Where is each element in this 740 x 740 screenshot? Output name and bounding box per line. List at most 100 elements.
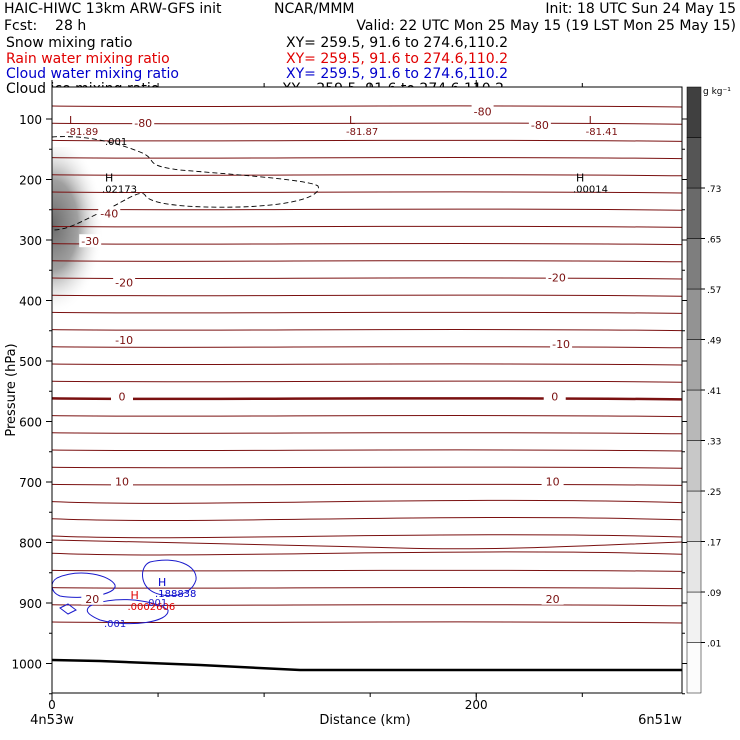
field-snow-xy: XY= 259.5, 91.6 to 274.6,110.2 <box>286 35 509 51</box>
x-tick-label: 200 <box>465 698 488 712</box>
extremum-marker: H <box>105 171 113 184</box>
isotherm-label: -80 <box>531 119 549 132</box>
extremum-marker: L <box>69 114 76 127</box>
isotherm-label: 10 <box>546 475 560 488</box>
isotherm-line <box>51 380 683 383</box>
isotherm-label: -20 <box>548 272 566 285</box>
isotherm-label: 0 <box>119 391 126 404</box>
isotherm-line <box>51 328 683 332</box>
isotherm-line <box>51 466 683 469</box>
y-tick-label: 1000 <box>11 658 42 672</box>
terrain-line <box>51 658 682 672</box>
isotherm-line <box>51 363 683 366</box>
isotherm-label: -10 <box>552 338 570 351</box>
field-cloudwater-xy: XY= 259.5, 91.6 to 274.6,110.2 <box>286 66 509 82</box>
field-snow-label: Snow mixing ratio <box>6 35 133 51</box>
cloud-water-contour <box>86 599 169 625</box>
y-tick-label: 200 <box>19 174 42 188</box>
isotherm-line <box>51 499 683 504</box>
contour-label: .001 <box>105 137 127 148</box>
isotherm-label: -20 <box>115 276 133 289</box>
init-time: Init: 18 UTC Sun 24 May 15 <box>545 1 736 17</box>
isotherm-line <box>51 569 683 572</box>
legend-swatch <box>686 288 702 340</box>
legend-swatch <box>686 137 702 189</box>
isotherm-line <box>51 105 683 108</box>
x-endpoint-left: 4n53w <box>30 713 74 728</box>
legend-level: .01 <box>707 640 721 650</box>
isotherm-line <box>51 122 683 125</box>
isotherm-line <box>51 621 683 624</box>
legend-level: .33 <box>707 438 721 448</box>
legend-swatch <box>686 440 702 492</box>
isotherm-label: 0 <box>551 391 558 404</box>
snow-contour <box>51 136 319 231</box>
isotherm-label: -80 <box>134 117 152 130</box>
isotherm-line <box>51 396 683 401</box>
isotherm-line <box>51 311 683 314</box>
extremum-value: -81.87 <box>346 127 378 138</box>
isotherm-label-bg <box>545 270 568 284</box>
legend-swatch <box>686 541 702 593</box>
y-tick-label: 700 <box>19 476 42 490</box>
y-tick-label: 400 <box>19 295 42 309</box>
y-axis-label: Pressure (hPa) <box>4 343 19 436</box>
field-cloudwater-label: Cloud water mixing ratio <box>6 66 179 82</box>
isotherm-label: 10 <box>115 475 129 488</box>
isotherm-line <box>51 449 683 452</box>
legend-level: .09 <box>707 589 722 599</box>
isotherm-line <box>51 294 683 297</box>
isotherm-line <box>51 225 683 228</box>
isotherm-label-bg <box>471 104 494 118</box>
isotherm-line <box>51 139 683 142</box>
extremum-marker: L <box>589 114 596 127</box>
isotherm-label-bg <box>541 591 564 605</box>
field-rain-xy: XY= 259.5, 91.6 to 274.6,110.2 <box>286 51 509 67</box>
contour-label: .001 <box>104 619 126 630</box>
legend-swatch <box>686 490 702 542</box>
y-tick-label: 500 <box>19 355 42 369</box>
extremum-value: .0002606 <box>127 602 175 613</box>
isotherm-line <box>51 517 683 522</box>
isotherm-label-bg <box>98 206 121 220</box>
legend-swatch <box>686 591 702 643</box>
cloud-water-contour <box>142 559 197 597</box>
legend-level: .57 <box>707 286 721 296</box>
isotherm-line <box>51 414 683 418</box>
isotherm-line <box>51 551 683 556</box>
x-axis-label: Distance (km) <box>319 713 410 728</box>
y-tick-label: 800 <box>19 537 42 551</box>
isotherm-line <box>51 242 683 246</box>
isotherm-label-bg <box>543 389 566 403</box>
isotherm-label-bg <box>111 389 133 403</box>
x-endpoint-right: 6n51w <box>638 713 682 728</box>
forecast-hour: Fcst: 28 h <box>4 18 87 34</box>
extremum-marker: H <box>158 576 166 589</box>
legend-swatch <box>686 238 702 290</box>
extremum-value: .00014 <box>573 184 608 195</box>
extremum-value: .188838 <box>155 589 196 600</box>
y-tick-label: 100 <box>19 113 42 127</box>
isotherm-line <box>51 534 683 539</box>
title-mid: NCAR/MMM <box>274 1 355 17</box>
isotherm-label-bg <box>81 591 104 605</box>
legend-swatch <box>686 187 702 239</box>
legend-unit: g kg⁻¹ <box>703 87 731 97</box>
extremum-value: -81.41 <box>586 127 618 138</box>
isotherm-label-bg <box>79 234 102 248</box>
y-tick-label: 300 <box>19 234 42 248</box>
legend-swatch <box>686 389 702 441</box>
isotherm-line <box>51 191 683 194</box>
legend-level: .17 <box>707 539 721 549</box>
plot-area <box>52 87 682 693</box>
plot-frame <box>51 86 683 694</box>
isotherm-line <box>51 174 683 177</box>
valid-time: Valid: 22 UTC Mon 25 May 15 (19 LST Mon … <box>356 18 736 34</box>
x-tick-label: 0 <box>48 698 56 712</box>
y-tick-label: 600 <box>19 416 42 430</box>
isotherm-line <box>51 260 683 263</box>
isotherm-label: 20 <box>546 593 560 606</box>
isotherm-label: -80 <box>474 106 492 119</box>
isotherm-line <box>51 156 683 160</box>
